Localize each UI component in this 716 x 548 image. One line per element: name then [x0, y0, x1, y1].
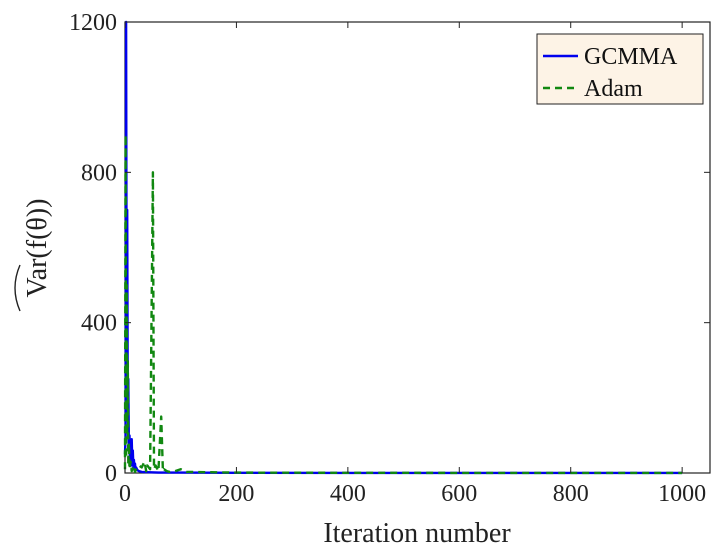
y-axis-ticks: 0 400 800 1200 [69, 10, 710, 487]
y-tick-label: 400 [81, 311, 117, 337]
y-tick-label: 800 [81, 160, 117, 186]
y-tick-label: 0 [105, 461, 117, 487]
x-tick-label: 200 [218, 481, 254, 507]
legend-label-adam: Adam [584, 76, 643, 102]
series-line-adam [123, 133, 683, 475]
x-tick-label: 800 [553, 481, 589, 507]
legend-label-gcmma: GCMMA [584, 44, 678, 70]
y-axis-label-text: Var(f(θ)) [22, 199, 53, 298]
y-axis-label-hat [14, 264, 21, 312]
x-tick-label: 1000 [658, 481, 706, 507]
x-tick-label: 600 [441, 481, 477, 507]
y-axis-label: Var(f(θ)) [14, 199, 53, 312]
x-axis-label: Iteration number [323, 518, 511, 548]
legend-box [536, 33, 704, 105]
legend: GCMMA Adam [536, 33, 704, 105]
series-layer [123, 20, 683, 475]
y-tick-label: 1200 [69, 10, 117, 36]
x-axis-ticks: 0 200 400 600 800 1000 [119, 22, 706, 507]
x-tick-label: 0 [119, 481, 131, 507]
x-tick-label: 400 [330, 481, 366, 507]
